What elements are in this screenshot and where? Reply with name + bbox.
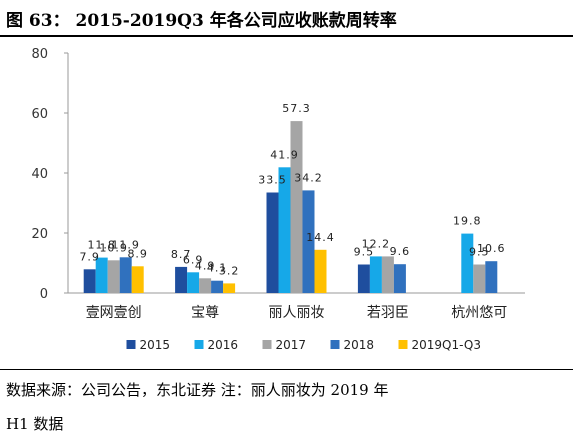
bar — [119, 257, 132, 293]
data-label: 34.2 — [294, 171, 323, 184]
y-tick-label: 0 — [40, 287, 48, 302]
data-label: 41.9 — [270, 148, 299, 161]
x-category-label: 宝尊 — [191, 304, 219, 321]
y-tick-label: 80 — [31, 47, 48, 62]
bar — [83, 269, 96, 293]
y-tick-label: 60 — [31, 107, 48, 122]
legend-swatch — [330, 340, 340, 349]
data-label: 33.5 — [258, 174, 287, 187]
x-category-label: 丽人丽妆 — [269, 305, 325, 321]
bar — [485, 261, 498, 293]
x-category-label: 若羽臣 — [367, 305, 409, 321]
data-label: 57.3 — [282, 102, 311, 115]
legend-swatch — [262, 340, 272, 349]
chart-category-labels: 壹网壹创 宝尊 丽人丽妆 若羽臣 杭州悠可 — [86, 304, 508, 321]
data-label: 14.4 — [306, 231, 335, 244]
bar — [278, 167, 291, 293]
bar — [357, 264, 370, 293]
y-tick-label: 40 — [31, 167, 48, 182]
data-label: 11.9 — [111, 238, 140, 251]
data-label: 6.9 — [183, 253, 204, 266]
data-label: 7.9 — [79, 250, 100, 263]
bar — [266, 192, 279, 293]
data-label: 12.2 — [362, 237, 391, 250]
legend-label: 2019Q1-Q3 — [412, 338, 481, 352]
bar — [199, 278, 212, 293]
data-label: 10.6 — [477, 242, 506, 255]
legend-swatch — [398, 340, 408, 349]
chart-axes: 0 20 40 60 80 — [31, 47, 525, 302]
data-label: 9.5 — [354, 246, 375, 259]
bar — [107, 260, 120, 293]
data-label: 8.7 — [171, 248, 192, 261]
legend-label: 2015 — [140, 338, 171, 352]
bar — [95, 257, 108, 293]
bar-chart: 0 20 40 60 80 7.911.810.911.98.9 8.76.94.94.1… — [31, 47, 525, 352]
bar — [473, 264, 486, 293]
source-note-line2: H1 数据 — [6, 415, 64, 433]
data-label: 10.9 — [99, 241, 128, 254]
source-rule — [0, 369, 573, 370]
bar — [381, 256, 394, 293]
chart-legend: 2015 2016 2017 2018 2019Q1-Q3 — [126, 338, 481, 352]
chart-bars — [83, 121, 498, 293]
chart-data-labels: 7.911.810.911.98.9 8.76.94.94.13.2 33.5 41.… — [79, 102, 506, 277]
legend-label: 2018 — [344, 338, 375, 352]
legend-label: 2017 — [276, 338, 307, 352]
bar — [175, 266, 188, 293]
data-label: 19.8 — [453, 215, 482, 228]
bar — [369, 256, 382, 293]
bar — [302, 190, 315, 293]
data-label: 4.1 — [207, 262, 228, 275]
bar — [223, 283, 236, 293]
bar — [187, 272, 200, 293]
source-note-line1: 数据来源：公司公告，东北证券 注：丽人丽妆为 2019 年 — [6, 381, 389, 399]
title-rule — [0, 35, 573, 37]
legend-swatch — [194, 340, 204, 349]
bar — [290, 121, 303, 293]
data-label: 9.6 — [390, 245, 411, 258]
bar — [211, 280, 224, 293]
bar — [314, 249, 327, 293]
y-tick-label: 20 — [31, 227, 48, 242]
figure-title: 图 63： 2015-2019Q3 年各公司应收账款周转率 — [6, 11, 397, 31]
bar — [131, 266, 144, 293]
x-category-label: 壹网壹创 — [86, 305, 142, 321]
data-label: 8.9 — [127, 247, 148, 260]
x-category-label: 杭州悠可 — [451, 305, 507, 321]
bar — [461, 233, 474, 293]
legend-swatch — [126, 340, 136, 349]
data-label: 11.8 — [87, 239, 116, 252]
legend-label: 2016 — [208, 338, 239, 352]
bar — [393, 264, 406, 293]
data-label: 9.5 — [469, 246, 490, 259]
data-label: 4.9 — [195, 259, 216, 272]
data-label: 3.2 — [219, 264, 240, 277]
